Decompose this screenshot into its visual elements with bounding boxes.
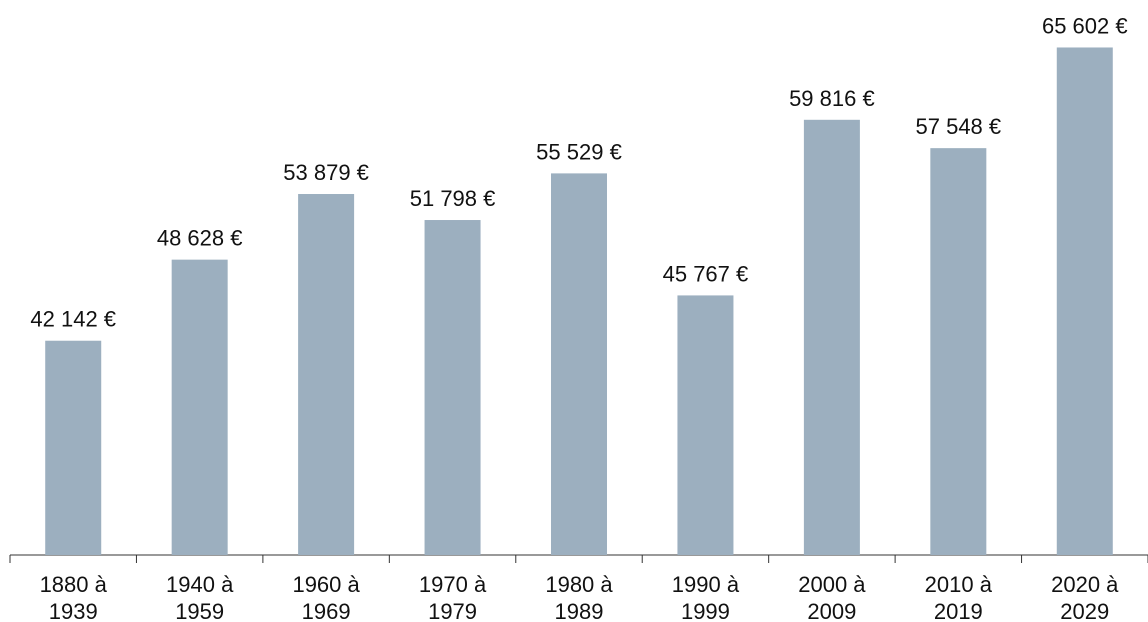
value-label: 42 142 € bbox=[30, 307, 116, 332]
x-tick-label-line: 1999 bbox=[681, 599, 730, 622]
x-tick-label-line: 1939 bbox=[49, 599, 98, 622]
bar bbox=[803, 119, 860, 556]
bar bbox=[677, 295, 734, 555]
bar bbox=[551, 173, 607, 555]
bar bbox=[930, 148, 987, 555]
value-label: 55 529 € bbox=[536, 139, 622, 164]
bar bbox=[1056, 47, 1113, 555]
value-label: 59 816 € bbox=[789, 86, 875, 111]
x-tick-label-line: 1960 à bbox=[292, 572, 360, 597]
x-tick-label: 1980 à 1989 bbox=[545, 572, 613, 622]
value-label: 65 602 € bbox=[1042, 13, 1128, 38]
bar bbox=[424, 220, 481, 555]
x-tick-label: 1880 à 1939 bbox=[40, 572, 108, 622]
x-tick-label-line: 1880 à bbox=[40, 572, 108, 597]
value-label: 48 628 € bbox=[157, 226, 243, 251]
value-label: 45 767 € bbox=[663, 261, 749, 286]
x-tick-label-line: 1959 bbox=[175, 599, 224, 622]
x-tick-label: 2010 à 2019 bbox=[925, 572, 993, 622]
x-tick-label-line: 2020 à bbox=[1051, 572, 1119, 597]
x-tick-label-line: 2029 bbox=[1060, 599, 1109, 622]
x-tick-label: 2020 à 2029 bbox=[1051, 572, 1119, 622]
x-tick-label-line: 2010 à bbox=[925, 572, 993, 597]
x-tick-label-line: 1970 à bbox=[419, 572, 487, 597]
value-label: 51 798 € bbox=[410, 186, 496, 211]
x-tick-label-line: 2019 bbox=[934, 599, 983, 622]
x-tick-label: 1940 à 1959 bbox=[166, 572, 234, 622]
x-tick-label: 2000 à 2009 bbox=[798, 572, 866, 622]
bar bbox=[171, 259, 228, 555]
value-label: 57 548 € bbox=[916, 114, 1002, 139]
x-tick-label-line: 1940 à bbox=[166, 572, 234, 597]
x-tick-label-line: 1969 bbox=[302, 599, 351, 622]
x-tick-label: 1990 à 1999 bbox=[672, 572, 740, 622]
x-tick-label: 1960 à 1969 bbox=[292, 572, 360, 622]
x-tick-label-line: 1990 à bbox=[672, 572, 740, 597]
x-tick-label-line: 1989 bbox=[555, 599, 604, 622]
x-tick-label: 1970 à 1979 bbox=[419, 572, 487, 622]
x-tick-label-line: 1980 à bbox=[545, 572, 613, 597]
x-tick-label-line: 2009 bbox=[807, 599, 856, 622]
value-label: 53 879 € bbox=[283, 160, 369, 185]
x-tick-label-line: 1979 bbox=[428, 599, 477, 622]
bar bbox=[45, 340, 102, 555]
bar bbox=[298, 194, 355, 555]
x-tick-label-line: 2000 à bbox=[798, 572, 866, 597]
